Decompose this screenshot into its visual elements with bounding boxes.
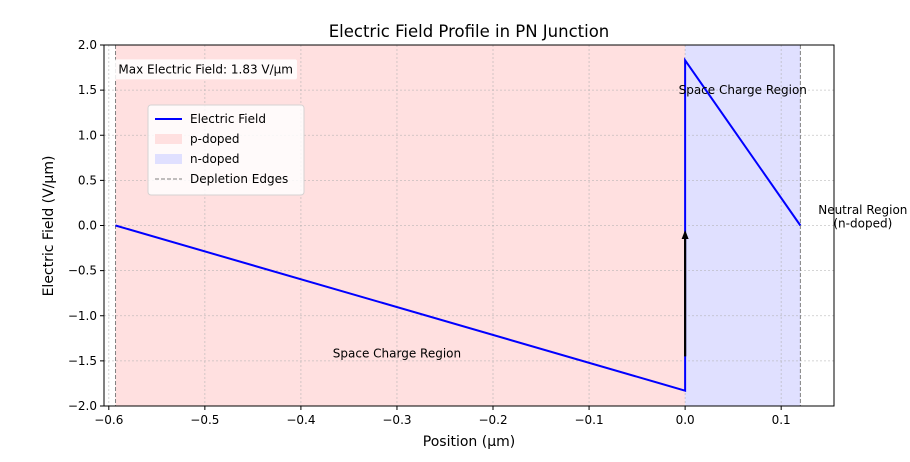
y-tick-label: 0.5 [78,173,97,187]
chart-title: Electric Field Profile in PN Junction [329,22,610,41]
annotation-label: (n-doped) [833,217,892,231]
region-n-doped [685,45,801,406]
annotations-layer: Max Electric Field: 1.83 V/μm Space Charg… [114,59,907,361]
x-tick-label: 0.1 [772,413,791,427]
legend-entry-label: Electric Field [190,112,266,126]
y-tick-label: 0.0 [78,219,97,233]
x-axis-label: Position (µm) [423,434,515,450]
x-tick-label: −0.6 [94,413,123,427]
legend-entry-label: Depletion Edges [190,172,288,186]
y-tick-label: −1.0 [68,309,97,323]
y-tick-label: 2.0 [78,38,97,52]
legend-swatch-patch [155,134,182,144]
legend-swatch-patch [155,154,182,164]
annotation-label: Neutral Region [818,203,907,217]
series-layer [115,57,802,392]
annotation-label: Space Charge Region [679,83,807,97]
ticks-layer: −0.6 −0.5 −0.4 −0.3 −0.2 −0.1 0.0 0.1 −2.0 −1.5 −1… [68,38,791,427]
x-tick-label: −0.4 [286,413,315,427]
arrow-head [681,230,689,240]
y-tick-label: −0.5 [68,264,97,278]
x-tick-label: 0.0 [676,413,695,427]
legend-entry-label: n-doped [190,152,240,166]
legend-entry-label: p-doped [190,132,240,146]
annotation-label: Space Charge Region [333,347,461,361]
annotation-box [114,59,297,80]
y-axis-label: Electric Field (V/µm) [41,156,57,297]
series-line-electric-field [115,57,802,392]
x-tick-label: −0.3 [382,413,411,427]
y-tick-label: −2.0 [68,399,97,413]
annotation-max-field: Max Electric Field: 1.83 V/μm [118,62,293,76]
x-tick-label: −0.5 [190,413,219,427]
y-tick-label: 1.5 [78,83,97,97]
x-tick-label: −0.2 [478,413,507,427]
arrow-layer [681,230,689,357]
legend: Electric Field p-doped n-doped Depletion Ed… [147,104,305,196]
y-tick-label: −1.5 [68,354,97,368]
y-tick-label: 1.0 [78,128,97,142]
x-tick-label: −0.1 [574,413,603,427]
legend-frame [147,104,305,196]
